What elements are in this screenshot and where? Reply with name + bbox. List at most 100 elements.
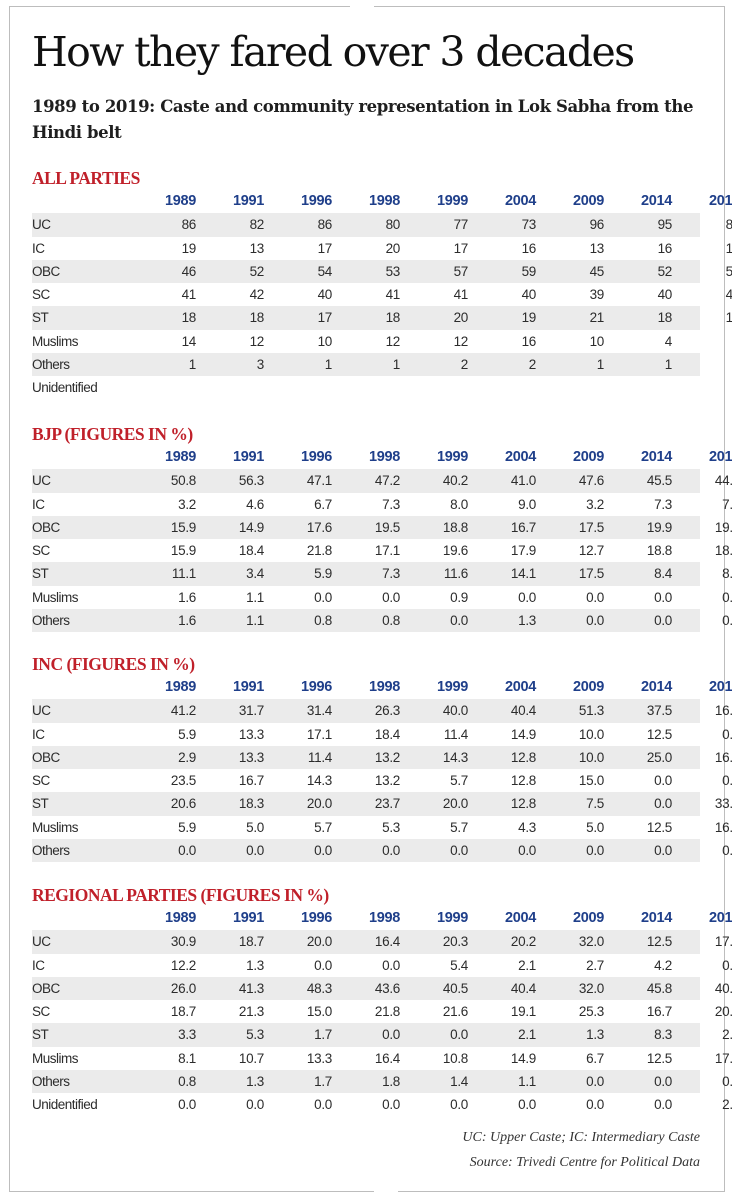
table-cell: 13 bbox=[589, 240, 605, 256]
year-header: 1999 bbox=[436, 449, 468, 465]
year-header: 2019 bbox=[708, 193, 732, 209]
table-cell: 0.0 bbox=[314, 843, 332, 859]
table-row: ST 20.6 18.3 20.0 23.7 20.0 12.8 7.5 0.0 33.3 bbox=[32, 792, 732, 816]
row-label: ST bbox=[32, 1027, 49, 1043]
section-title: REGIONAL PARTIES (FIGURES IN %) bbox=[32, 885, 329, 905]
table-cell: 5.7 bbox=[314, 819, 332, 835]
table-cell: 1 bbox=[392, 357, 401, 373]
table-cell: 18 bbox=[249, 310, 265, 326]
table-cell: 18.4 bbox=[238, 543, 264, 559]
table-cell: 42 bbox=[249, 287, 265, 303]
year-header: 1989 bbox=[164, 449, 196, 465]
table-cell: 88 bbox=[725, 217, 732, 233]
row-label: SC bbox=[32, 773, 50, 789]
table-cell: 18 bbox=[181, 310, 197, 326]
table-cell: 26.3 bbox=[374, 703, 400, 719]
table-cell: 18.8 bbox=[442, 519, 468, 535]
table-cell: 13.3 bbox=[238, 749, 264, 765]
table-cell: 0.0 bbox=[518, 589, 536, 605]
year-header: 1998 bbox=[368, 679, 400, 695]
table-row: OBC 26.0 41.3 48.3 43.6 40.5 40.4 32.0 45.8 40.0 bbox=[32, 976, 732, 1001]
table-cell: 7.3 bbox=[382, 496, 400, 512]
table-cell: 25.0 bbox=[646, 749, 672, 765]
table-cell: 21.8 bbox=[306, 543, 332, 559]
row-label: Others bbox=[32, 1074, 70, 1090]
table-cell: 0.8 bbox=[178, 1074, 196, 1090]
table-cell: 40 bbox=[317, 287, 333, 303]
table-cell: 3.4 bbox=[246, 566, 264, 582]
table-cell: 7.9 bbox=[722, 496, 732, 512]
table-cell: 11.4 bbox=[307, 749, 332, 765]
year-header: 1989 bbox=[164, 910, 196, 926]
year-header: 1998 bbox=[368, 910, 400, 926]
row-label: UC bbox=[32, 217, 51, 233]
table-cell: 13.2 bbox=[374, 749, 400, 765]
table-cell: 12 bbox=[249, 333, 265, 349]
table-cell: 16.7 bbox=[714, 749, 732, 765]
table-row: Muslims1412101212161049 bbox=[32, 330, 700, 353]
table-cell: 0.0 bbox=[654, 613, 672, 629]
row-label: UC bbox=[32, 934, 51, 950]
year-header: 1996 bbox=[300, 193, 332, 209]
table-cell: 40 bbox=[521, 287, 537, 303]
table-cell: 10.0 bbox=[578, 726, 604, 742]
table-cell: 19 bbox=[521, 310, 537, 326]
table-cell: 14.9 bbox=[510, 1050, 536, 1066]
table-cell: 18.7 bbox=[238, 934, 264, 950]
table-cell: 20.3 bbox=[442, 934, 468, 950]
table-cell: 1.1 bbox=[518, 1074, 536, 1090]
year-header: 1989 bbox=[164, 679, 196, 695]
table-cell: 14.9 bbox=[510, 726, 536, 742]
table-cell: 33.3 bbox=[714, 796, 732, 812]
table-cell: 4.3 bbox=[518, 819, 536, 835]
table-cell: 25.3 bbox=[578, 1004, 604, 1020]
row-label: IC bbox=[32, 957, 45, 973]
page-title: How they fared over 3 decades bbox=[32, 28, 635, 76]
table-cell: 10.8 bbox=[442, 1050, 468, 1066]
year-header: 2009 bbox=[572, 910, 604, 926]
table-cell: 37.5 bbox=[646, 703, 672, 719]
table-cell: 8.1 bbox=[178, 1050, 196, 1066]
table-cell: 51.3 bbox=[578, 703, 604, 719]
table-cell: 39 bbox=[589, 287, 605, 303]
table-cell: 18.5 bbox=[714, 543, 732, 559]
table-cell: 40.0 bbox=[442, 703, 468, 719]
row-label: SC bbox=[32, 543, 50, 559]
table-cell: 0.0 bbox=[178, 843, 196, 859]
table-cell: 2 bbox=[672, 376, 732, 399]
table-cell: 96 bbox=[589, 217, 605, 233]
table-cell: 1.3 bbox=[246, 1074, 264, 1090]
table-cell: 13 bbox=[249, 240, 265, 256]
table-cell: 17.9 bbox=[510, 543, 536, 559]
table-cell: 0.0 bbox=[654, 589, 672, 605]
table-cell: 0.0 bbox=[450, 1097, 468, 1113]
table-cell: 40 bbox=[657, 287, 673, 303]
year-header: 2014 bbox=[640, 449, 672, 465]
table-cell: 52 bbox=[657, 263, 673, 279]
legend-note: UC: Upper Caste; IC: Intermediary Caste bbox=[462, 1130, 700, 1145]
year-header: 1996 bbox=[300, 679, 332, 695]
year-header: 1991 bbox=[232, 910, 264, 926]
table-cell: 26.0 bbox=[170, 980, 196, 996]
table-cell: 16.4 bbox=[374, 1050, 400, 1066]
table-row: IC 5.9 13.3 17.1 18.4 11.4 14.9 10.0 12.5 0.0 bbox=[32, 723, 732, 746]
year-header: 2004 bbox=[504, 679, 536, 695]
table-cell: 0.0 bbox=[722, 957, 732, 973]
table-cell: 20.0 bbox=[306, 796, 332, 812]
row-label: IC bbox=[32, 726, 45, 742]
section-inc: INC (FIGURES IN %) 1989 1991 1996 1998 1999 20… bbox=[32, 652, 732, 863]
table-cell: 52 bbox=[249, 263, 265, 279]
table-cell: 0.0 bbox=[382, 1097, 400, 1113]
table-cell: 13.2 bbox=[374, 773, 400, 789]
table-cell: 80 bbox=[385, 217, 401, 233]
table-cell: 40.4 bbox=[510, 703, 536, 719]
year-header: 1991 bbox=[232, 449, 264, 465]
table-cell: 17.5 bbox=[714, 1050, 732, 1066]
table-cell: 0.0 bbox=[246, 843, 264, 859]
table-cell: 0.0 bbox=[314, 589, 332, 605]
table-cell: 17.5 bbox=[714, 934, 732, 950]
table-cell: 41 bbox=[725, 287, 732, 303]
row-label: Muslims bbox=[32, 819, 79, 835]
table-cell: 0.0 bbox=[518, 843, 536, 859]
row-label: ST bbox=[32, 796, 49, 812]
